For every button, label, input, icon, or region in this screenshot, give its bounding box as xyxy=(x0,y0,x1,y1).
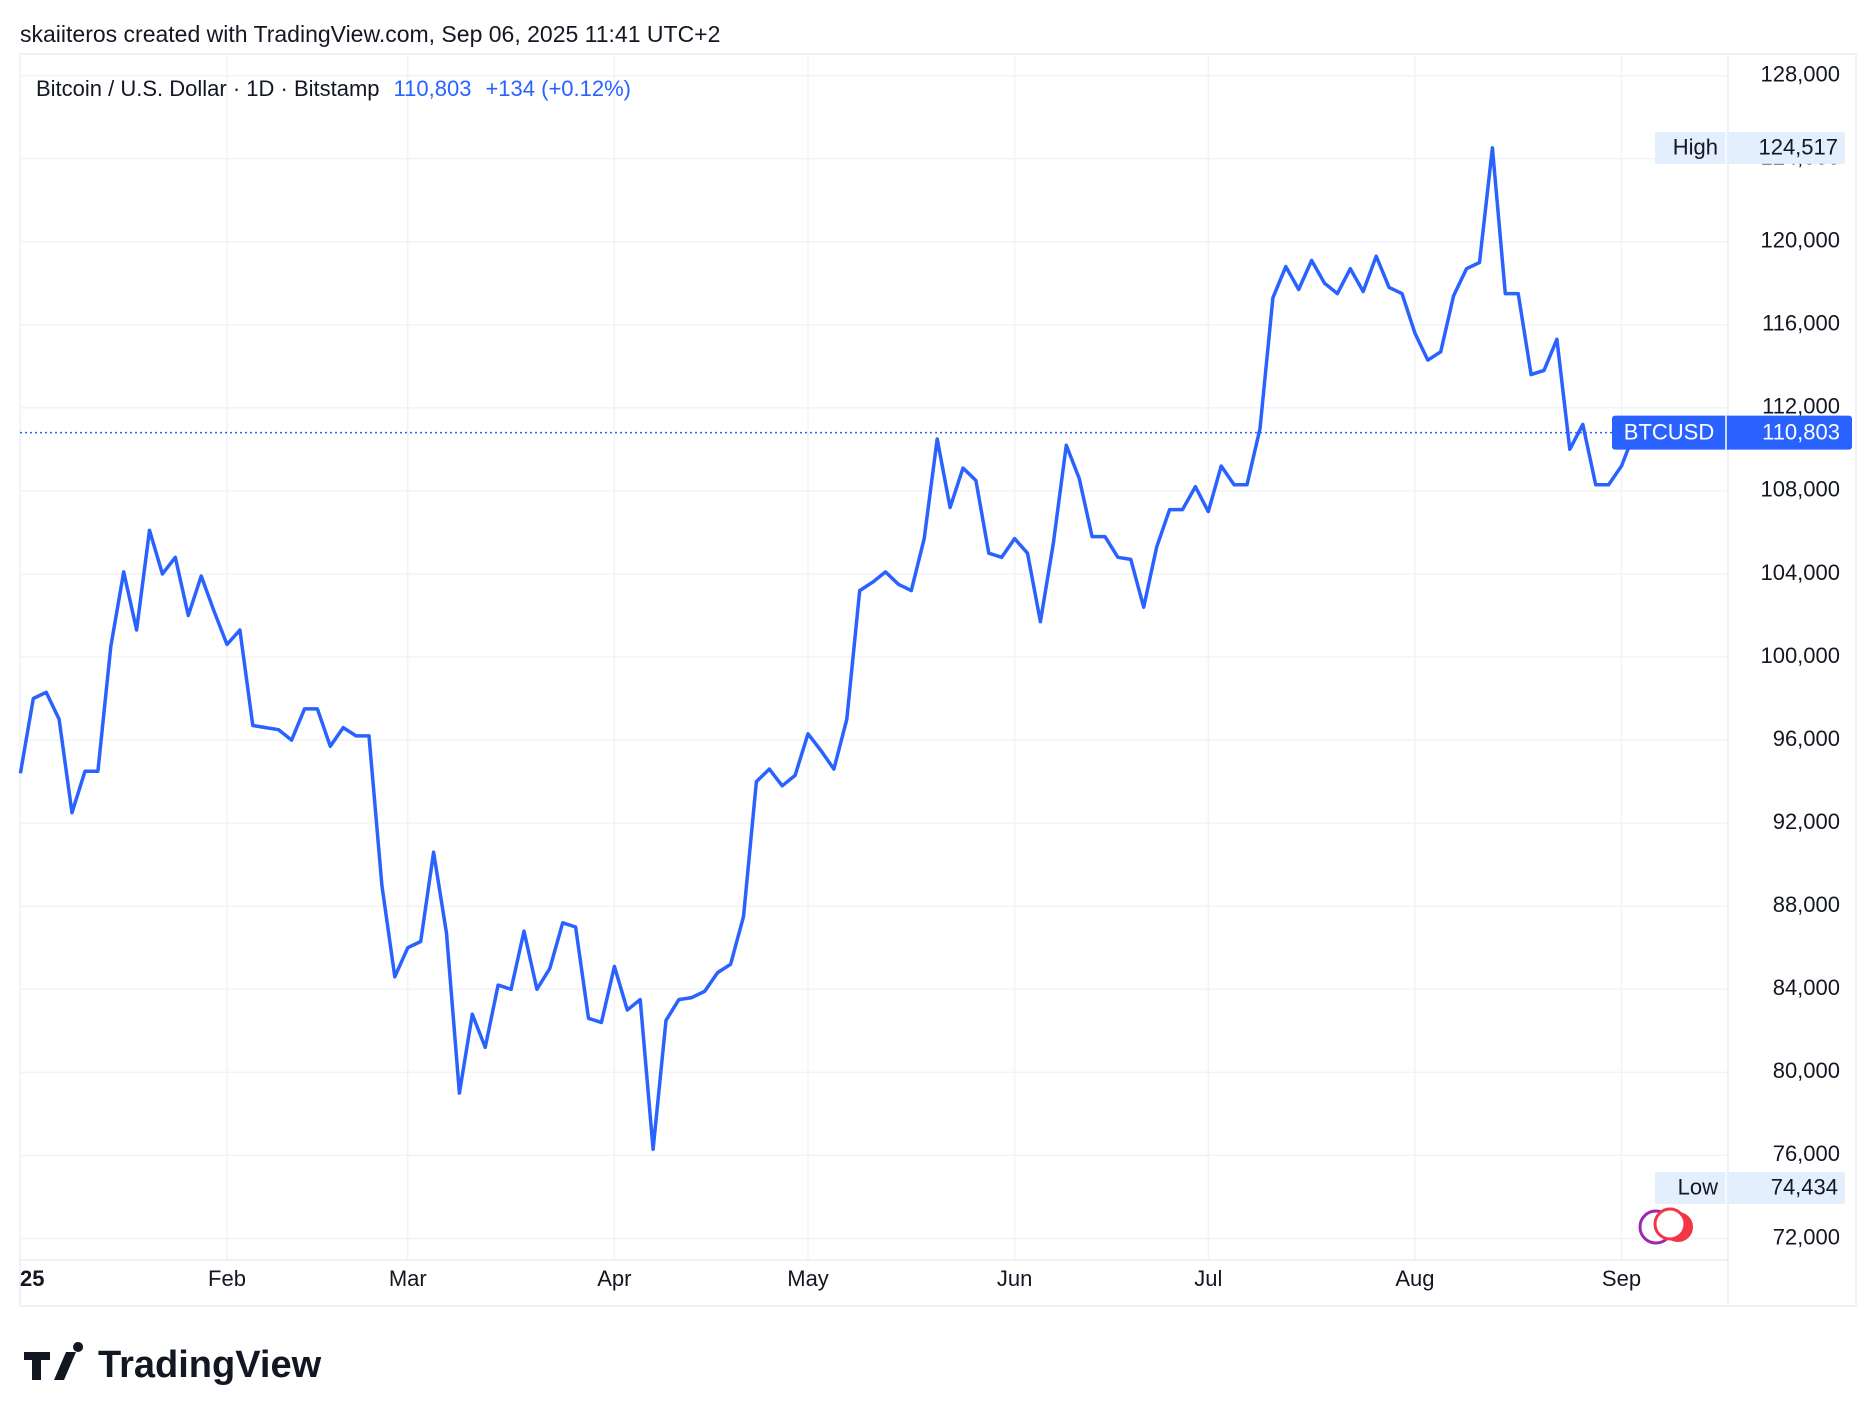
price-tag xyxy=(1612,415,1852,450)
x-tick-label: Aug xyxy=(1395,1266,1434,1291)
low-label: Low xyxy=(1678,1175,1718,1200)
y-tick-label: 100,000 xyxy=(1760,643,1840,668)
y-tick-label: 84,000 xyxy=(1773,975,1840,1000)
x-tick-label: Jun xyxy=(997,1266,1032,1291)
y-tick-label: 96,000 xyxy=(1773,726,1840,751)
series-name: BTCUSD xyxy=(1624,419,1714,444)
last-price: 110,803 xyxy=(394,76,472,101)
x-tick-label: Mar xyxy=(389,1266,427,1291)
event-icon xyxy=(1653,1207,1687,1241)
y-tick-label: 116,000 xyxy=(1762,311,1840,336)
price-tag-value: 110,803 xyxy=(1762,419,1840,444)
y-tick-label: 128,000 xyxy=(1760,61,1840,86)
y-tick-label: 104,000 xyxy=(1760,560,1840,585)
logo-text: TradingView xyxy=(98,1344,322,1386)
high-tag xyxy=(1655,131,1845,164)
y-tick-label: 108,000 xyxy=(1760,477,1840,502)
x-tick-label: Jul xyxy=(1194,1266,1222,1291)
logo-icon xyxy=(24,1342,84,1380)
price-line xyxy=(18,146,1637,1151)
y-tick-label: 92,000 xyxy=(1773,809,1840,834)
header: skaiiteros created with TradingView.com,… xyxy=(20,21,720,47)
low-tag xyxy=(1655,1171,1845,1204)
logo: TradingView xyxy=(24,1342,322,1386)
y-tick-label: 76,000 xyxy=(1773,1141,1840,1166)
x-tick-label: Sep xyxy=(1602,1266,1641,1291)
y-tick-label: 72,000 xyxy=(1773,1224,1840,1249)
high-label: High xyxy=(1673,135,1718,160)
high-value: 124,517 xyxy=(1758,135,1838,160)
y-tick-label: 88,000 xyxy=(1773,892,1840,917)
x-tick-label: 25 xyxy=(20,1266,44,1291)
y-tick-label: 80,000 xyxy=(1773,1058,1840,1083)
x-tick-label: May xyxy=(787,1266,829,1291)
y-tick-label: 112,000 xyxy=(1762,394,1840,419)
x-tick-label: Apr xyxy=(597,1266,631,1291)
price-change: +134 (+0.12%) xyxy=(485,76,631,101)
symbol-title: Bitcoin / U.S. Dollar · 1D · Bitstamp xyxy=(36,76,380,101)
y-tick-label: 120,000 xyxy=(1760,228,1840,253)
low-value: 74,434 xyxy=(1771,1175,1838,1200)
x-tick-label: Feb xyxy=(208,1266,246,1291)
